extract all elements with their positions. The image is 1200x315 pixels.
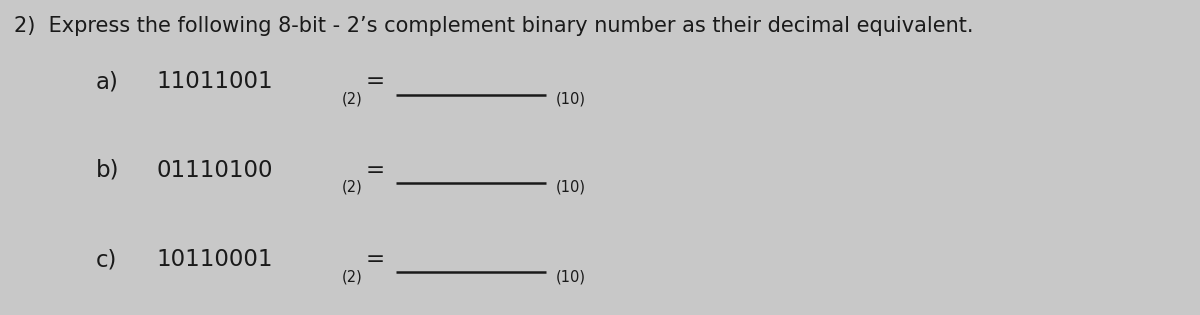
Text: (10): (10) <box>556 92 586 107</box>
Text: c): c) <box>96 248 118 272</box>
Text: (2): (2) <box>342 92 362 107</box>
Text: 2)  Express the following 8-bit - 2’s complement binary number as their decimal : 2) Express the following 8-bit - 2’s com… <box>14 16 974 36</box>
Text: b): b) <box>96 158 120 182</box>
Text: 01110100: 01110100 <box>156 158 272 182</box>
Text: =: = <box>366 158 385 182</box>
Text: (10): (10) <box>556 270 586 285</box>
Text: (2): (2) <box>342 270 362 285</box>
Text: 11011001: 11011001 <box>156 70 272 94</box>
Text: 10110001: 10110001 <box>156 248 272 272</box>
Text: (2): (2) <box>342 180 362 195</box>
Text: =: = <box>366 70 385 94</box>
Text: a): a) <box>96 70 119 94</box>
Text: =: = <box>366 248 385 272</box>
Text: (10): (10) <box>556 180 586 195</box>
